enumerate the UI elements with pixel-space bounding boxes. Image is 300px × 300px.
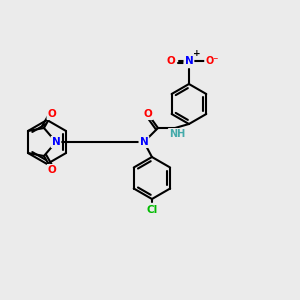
Text: O: O [167,56,175,66]
Text: O: O [144,109,152,119]
Text: +: + [193,49,201,58]
Text: N: N [52,137,60,147]
Text: O⁻: O⁻ [205,56,219,66]
Text: N: N [140,137,148,147]
Text: N: N [184,56,193,66]
Text: Cl: Cl [146,205,158,215]
Text: NH: NH [169,129,185,139]
Text: O: O [48,165,56,175]
Text: O: O [48,109,56,119]
